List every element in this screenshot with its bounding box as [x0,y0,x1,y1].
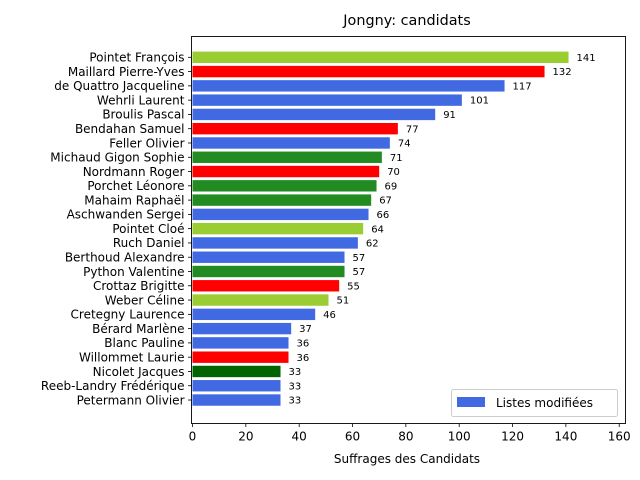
legend-swatch [457,397,485,407]
bar [192,337,289,349]
category-label: Cretegny Laurence [71,308,185,322]
data-label: 77 [406,124,419,135]
bar [192,165,380,178]
data-label: 57 [353,253,366,264]
data-label: 101 [470,96,489,107]
category-label: Broulis Pascal [102,108,184,122]
bar [192,208,369,221]
category-label: Blanc Pauline [104,336,184,350]
bar [192,108,436,121]
data-label: 132 [553,67,572,78]
category-label: Crottaz Brigitte [93,279,185,293]
category-label: Petermann Olivier [77,393,185,407]
data-label: 37 [299,324,312,335]
category-label: de Quattro Jacqueline [54,79,184,93]
x-tick-label: 60 [345,430,360,444]
category-label: Aschwanden Sergei [67,208,185,222]
data-label: 66 [377,210,390,221]
legend: Listes modifiées [451,389,618,417]
data-label: 36 [297,339,310,350]
x-tick-label: 100 [448,430,471,444]
x-tick-label: 120 [501,430,524,444]
bar [192,137,390,149]
category-label: Bérard Marlène [92,322,184,336]
data-label: 117 [513,81,532,92]
x-tick-label: 0 [189,430,197,444]
category-label: Feller Olivier [109,136,184,150]
bar [192,294,329,306]
bar [192,51,569,63]
x-tick-label: 20 [238,430,253,444]
data-label: 57 [353,267,366,278]
bar [192,265,345,278]
category-label: Mahaim Raphaël [84,193,184,207]
legend-frame [451,389,618,417]
category-label: Porchet Léonore [87,179,184,193]
category-label: Willommet Laurie [79,350,185,364]
bar [192,351,289,363]
bar [192,322,292,335]
category-label: Bendahan Samuel [75,122,185,136]
category-label: Nicolet Jacques [93,365,185,379]
bars-layer [192,51,569,406]
x-tick-label: 140 [554,430,577,444]
data-labels: 1411321171019177747170696766646257575551… [289,53,596,407]
bar [192,365,281,378]
bar [192,380,281,392]
data-label: 62 [366,239,379,250]
plot-frame [191,36,626,424]
data-label: 33 [289,367,302,378]
bar [192,251,345,263]
category-label: Ruch Daniel [113,236,185,250]
category-label: Weber Céline [105,293,185,307]
data-label: 141 [577,53,596,64]
data-label: 36 [297,353,310,364]
bar [192,123,398,135]
bar [192,151,382,163]
data-label: 51 [337,296,350,307]
bar [192,394,281,406]
data-label: 91 [443,110,456,121]
category-label: Berthoud Alexandre [65,251,185,265]
bar [192,237,358,249]
data-label: 64 [371,224,384,235]
data-label: 67 [379,196,392,207]
x-tick-label: 40 [292,430,307,444]
data-label: 55 [347,281,360,292]
bar [192,194,372,206]
data-label: 70 [387,167,400,178]
bar [192,222,364,235]
data-label: 46 [323,310,336,321]
data-label: 33 [289,396,302,407]
category-label: Michaud Gigon Sophie [50,151,184,165]
data-label: 69 [385,181,398,192]
category-label: Pointet Cloé [112,222,184,236]
category-label: Maillard Pierre-Yves [68,65,185,79]
x-axis-label: Suffrages des Candidats [334,452,480,466]
data-label: 74 [398,139,411,150]
category-label: Pointet François [89,51,184,65]
category-label: Python Valentine [83,265,184,279]
category-label: Reeb-Landry Frédérique [41,379,185,393]
category-label: Wehrli Laurent [97,93,185,107]
x-tick-label: 80 [398,430,413,444]
x-tick-label: 160 [608,430,631,444]
x-axis: 0 20 40 60 80 100 120 140 160 [189,423,631,444]
legend-label: Listes modifiées [496,396,593,410]
chart-title: Jongny: candidats [342,13,470,29]
bar [192,308,316,321]
bar [192,94,462,106]
category-label: Nordmann Roger [83,165,185,179]
data-label: 33 [289,381,302,392]
bar [192,280,340,292]
data-label: 71 [390,153,403,164]
bar [192,80,505,92]
bar [192,65,545,78]
bar [192,180,377,192]
